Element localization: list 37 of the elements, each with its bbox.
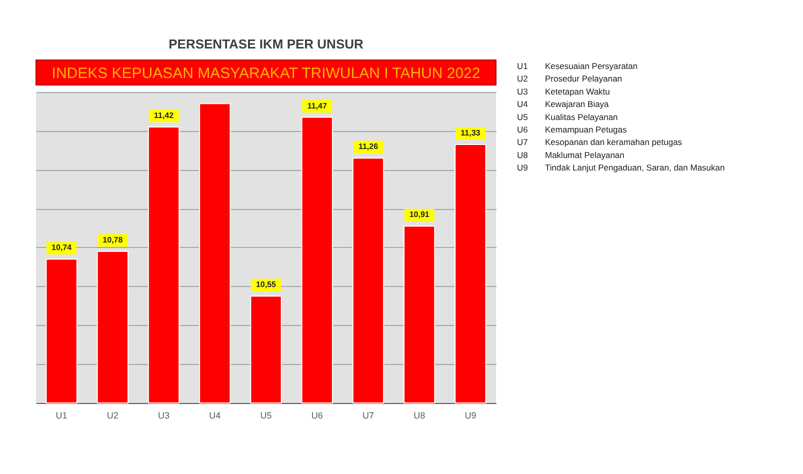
data-label: 11,47 xyxy=(307,101,328,110)
x-tick-label: U9 xyxy=(464,410,476,420)
x-tick-label: U7 xyxy=(362,410,374,420)
text: Kesopanan dan keramahan petugas xyxy=(545,137,682,148)
x-tick-label: U5 xyxy=(260,410,272,420)
text: U3 xyxy=(517,86,528,96)
data-label: 10,74 xyxy=(52,243,72,252)
text: U5 xyxy=(517,112,528,122)
text: Kewajaran Biaya xyxy=(545,99,610,110)
text: U7 xyxy=(517,137,528,148)
text: Kualitas Pelayanan xyxy=(545,112,618,122)
text: U2 xyxy=(517,74,528,84)
text: U9 xyxy=(517,162,528,173)
data-label: 11,26 xyxy=(358,142,379,152)
data-label: 10,78 xyxy=(102,235,124,244)
x-tick-label: U4 xyxy=(209,410,221,420)
text: U1 xyxy=(517,61,528,71)
text: Kemampuan Petugas xyxy=(545,124,627,134)
data-label: 11,33 xyxy=(460,128,481,138)
data-label: 11,42 xyxy=(154,110,174,120)
text: Prosedur Pelayanan xyxy=(545,74,622,84)
chart-subtitle: INDEKS KEPUASAN MASYARAKAT TRIWULAN I TAHUN 2022 xyxy=(52,65,480,82)
data-label: 10,91 xyxy=(409,210,430,220)
x-tick-label: U6 xyxy=(311,410,323,420)
text: Kesesuaian Persyaratan xyxy=(545,61,638,71)
text: U6 xyxy=(517,124,528,134)
chart-title: PERSENTASE IKM PER UNSUR xyxy=(168,36,364,52)
data-label: 10,55 xyxy=(256,280,277,290)
x-tick-label: U1 xyxy=(56,410,68,420)
text: Tindak Lanjut Pengaduan, Saran, dan Masukan xyxy=(545,162,725,173)
text: Maklumat Pelayanan xyxy=(545,150,625,160)
x-tick-label: U8 xyxy=(414,410,426,420)
x-tick-label: U2 xyxy=(106,410,118,420)
text: U4 xyxy=(517,99,528,110)
text: U8 xyxy=(517,150,528,160)
x-tick-label: U3 xyxy=(158,410,170,420)
text: Ketetapan Waktu xyxy=(545,86,610,96)
